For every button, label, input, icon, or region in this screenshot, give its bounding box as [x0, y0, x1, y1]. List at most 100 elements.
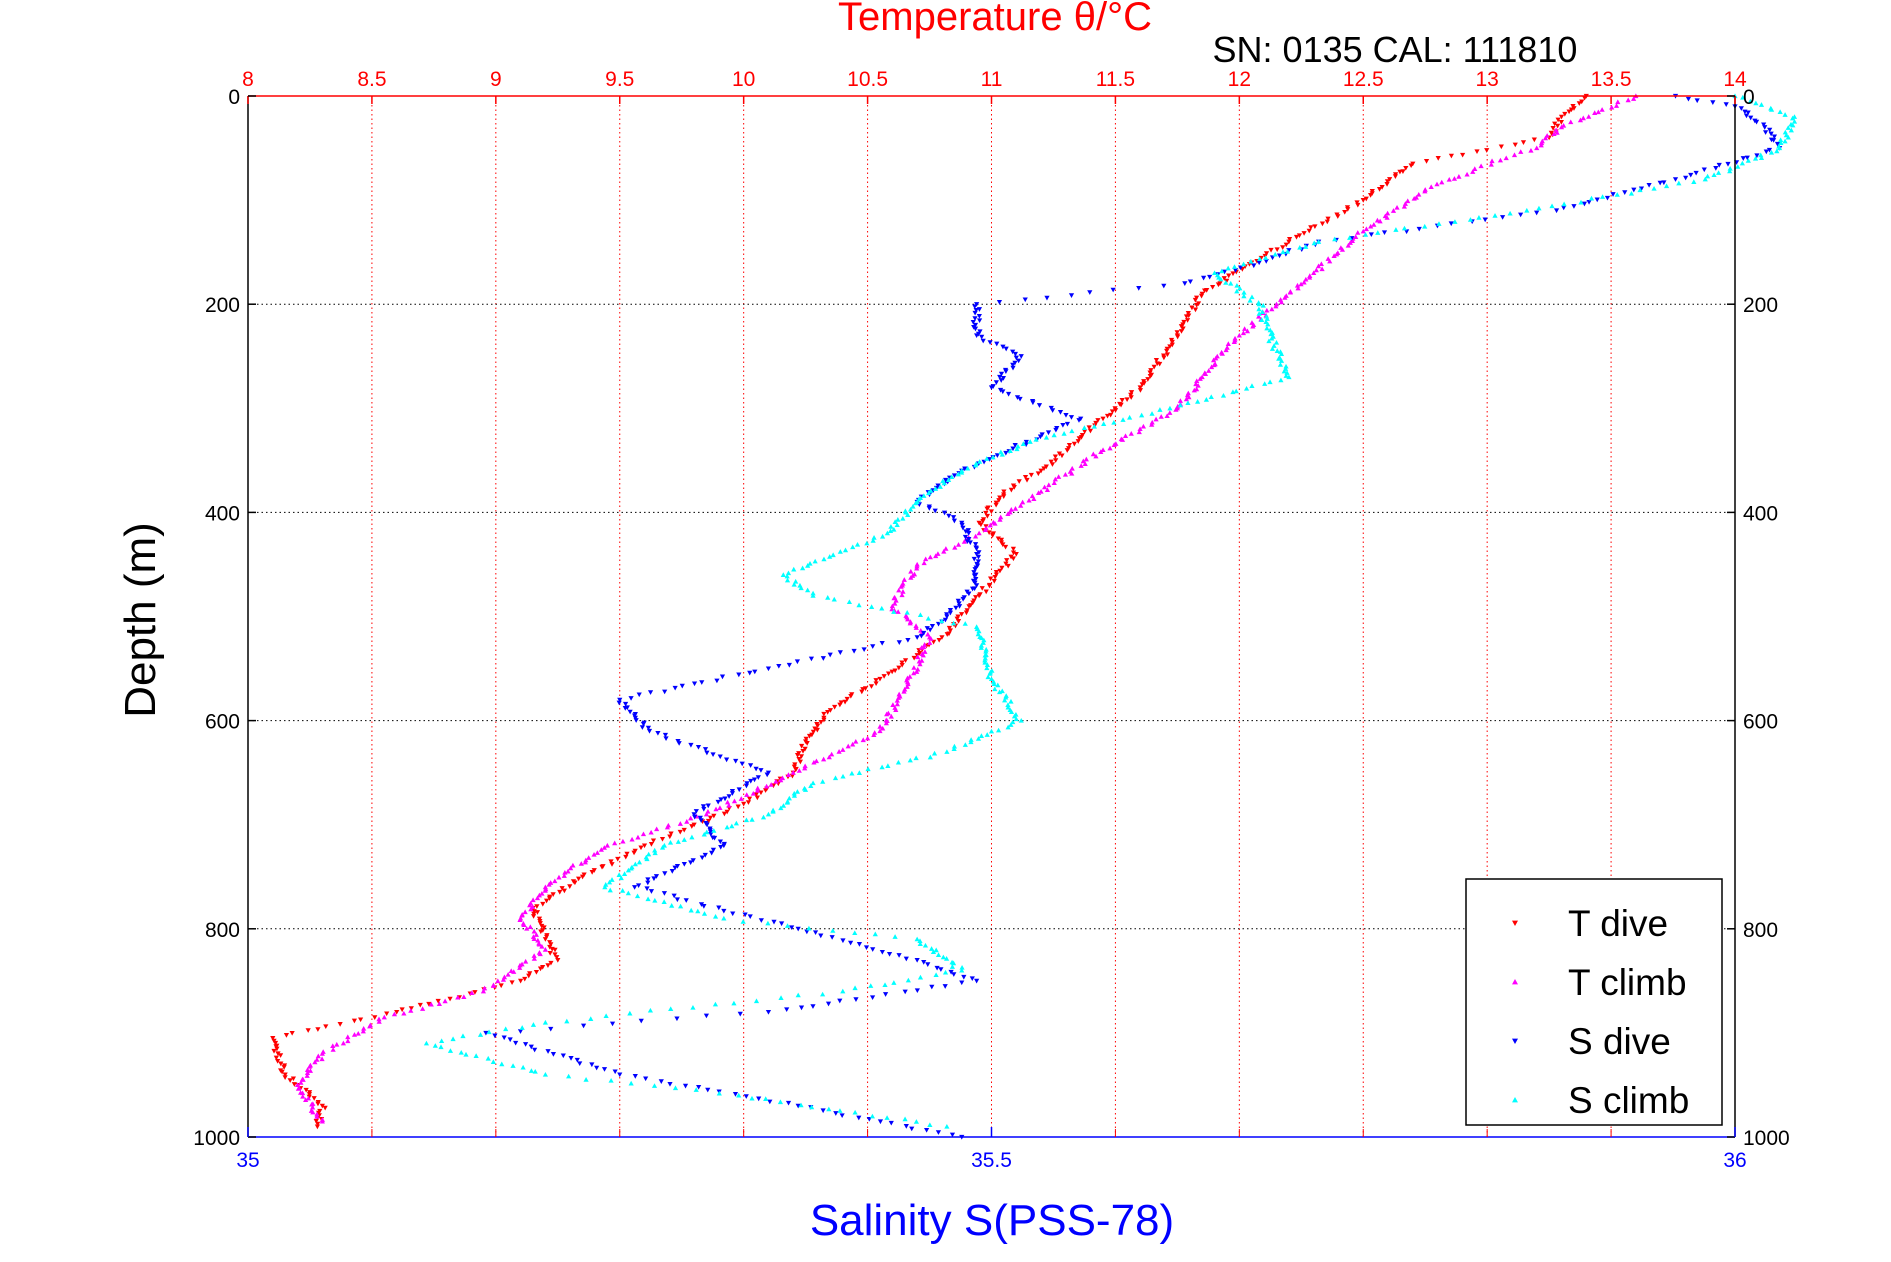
data-point	[1183, 314, 1190, 320]
data-point	[891, 526, 897, 532]
data-point	[807, 560, 813, 566]
data-point	[1256, 306, 1262, 312]
data-point	[962, 466, 968, 472]
data-point	[729, 823, 735, 829]
data-point	[1368, 232, 1374, 238]
data-point	[1053, 458, 1059, 463]
top-tick-label: 10.5	[847, 68, 888, 91]
data-point	[275, 1051, 281, 1057]
data-point	[1210, 284, 1216, 290]
data-point	[739, 761, 745, 767]
data-point	[988, 728, 995, 734]
data-point	[705, 818, 712, 824]
data-point	[963, 529, 969, 535]
data-point	[1111, 419, 1117, 425]
data-point	[1061, 431, 1067, 436]
data-point	[316, 1110, 322, 1116]
data-point	[1688, 172, 1694, 178]
data-point	[309, 1101, 315, 1107]
data-point	[738, 796, 744, 801]
data-point	[651, 876, 657, 882]
data-point	[539, 923, 545, 929]
data-point	[608, 859, 614, 865]
data-point	[603, 1013, 609, 1019]
data-point	[836, 749, 842, 754]
data-point	[1139, 412, 1145, 418]
data-point	[984, 513, 990, 519]
data-point	[616, 700, 622, 706]
data-point	[711, 828, 717, 833]
data-point	[1301, 231, 1307, 236]
data-point	[1035, 471, 1041, 477]
data-point	[567, 884, 573, 889]
data-point	[856, 942, 863, 947]
data-point	[991, 578, 997, 584]
data-point	[659, 836, 666, 842]
data-point	[522, 909, 528, 915]
data-point	[993, 570, 999, 575]
data-point	[1558, 120, 1564, 125]
data-point	[291, 1082, 297, 1087]
data-point	[978, 635, 985, 641]
data-point	[645, 725, 652, 731]
legend-marker	[1512, 979, 1518, 985]
data-point	[1078, 435, 1085, 440]
data-point	[902, 1116, 908, 1122]
data-point	[300, 1077, 306, 1082]
data-point	[1233, 388, 1239, 394]
data-point	[1534, 210, 1540, 216]
data-point	[1367, 193, 1374, 198]
data-point	[765, 1010, 772, 1015]
data-point	[519, 1025, 525, 1030]
data-point	[1768, 131, 1774, 137]
data-point	[1551, 131, 1557, 137]
legend-entry: S climb	[1512, 1080, 1689, 1121]
data-point	[1022, 474, 1029, 480]
data-point	[908, 568, 914, 574]
data-point	[758, 918, 764, 923]
data-point	[1038, 468, 1044, 474]
data-point	[970, 319, 976, 325]
data-point	[893, 707, 899, 712]
data-point	[795, 926, 801, 932]
data-point	[579, 874, 586, 880]
data-point	[842, 547, 849, 553]
data-point	[542, 1019, 548, 1025]
data-point	[586, 855, 592, 860]
data-point	[1562, 111, 1568, 117]
data-point	[1278, 377, 1284, 383]
data-point	[635, 834, 641, 840]
data-point	[724, 824, 730, 830]
data-point	[1020, 499, 1026, 505]
data-point	[438, 1044, 444, 1050]
data-point	[1446, 176, 1452, 182]
data-point	[914, 936, 920, 942]
data-point	[315, 1121, 321, 1127]
data-point	[1316, 239, 1322, 244]
data-point	[1119, 437, 1126, 442]
data-point	[1777, 145, 1783, 151]
data-point	[1555, 117, 1561, 123]
data-point	[724, 809, 730, 815]
data-point	[1579, 99, 1585, 105]
data-point	[1371, 222, 1377, 227]
data-point	[548, 960, 554, 966]
data-point	[1157, 361, 1163, 367]
data-point	[319, 1051, 325, 1056]
data-point	[1381, 230, 1388, 236]
data-point	[1631, 96, 1637, 101]
data-point	[534, 895, 541, 901]
data-point	[1394, 204, 1400, 210]
data-point	[1221, 276, 1227, 281]
data-point	[752, 669, 758, 675]
data-point	[882, 992, 889, 997]
data-point	[996, 299, 1003, 305]
data-point	[832, 704, 838, 710]
data-point	[658, 1079, 664, 1084]
data-point	[1136, 429, 1142, 435]
data-point	[1057, 410, 1064, 415]
data-point	[684, 819, 690, 824]
data-point	[721, 811, 728, 817]
data-point	[899, 662, 905, 668]
data-point	[1202, 371, 1209, 376]
